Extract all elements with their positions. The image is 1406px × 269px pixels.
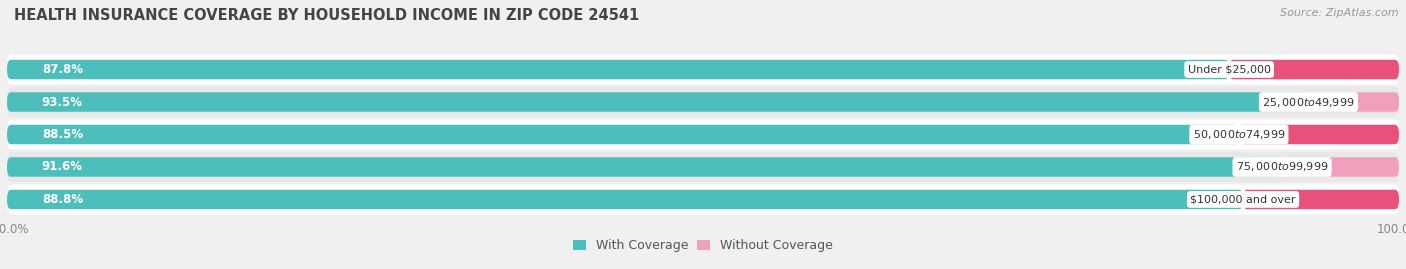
- Text: Under $25,000: Under $25,000: [1188, 65, 1271, 75]
- Text: HEALTH INSURANCE COVERAGE BY HOUSEHOLD INCOME IN ZIP CODE 24541: HEALTH INSURANCE COVERAGE BY HOUSEHOLD I…: [14, 8, 640, 23]
- FancyBboxPatch shape: [7, 125, 1239, 144]
- Text: $100,000 and over: $100,000 and over: [1191, 194, 1296, 204]
- FancyBboxPatch shape: [7, 119, 1399, 150]
- FancyBboxPatch shape: [7, 92, 1309, 112]
- FancyBboxPatch shape: [1229, 60, 1399, 79]
- Text: 87.8%: 87.8%: [42, 63, 83, 76]
- Text: 93.5%: 93.5%: [42, 95, 83, 108]
- FancyBboxPatch shape: [1239, 125, 1399, 144]
- FancyBboxPatch shape: [7, 152, 1399, 182]
- Text: $25,000 to $49,999: $25,000 to $49,999: [1263, 95, 1355, 108]
- FancyBboxPatch shape: [1243, 190, 1399, 209]
- Text: $50,000 to $74,999: $50,000 to $74,999: [1192, 128, 1285, 141]
- FancyBboxPatch shape: [7, 190, 1243, 209]
- FancyBboxPatch shape: [7, 60, 1229, 79]
- FancyBboxPatch shape: [7, 87, 1399, 117]
- FancyBboxPatch shape: [7, 185, 1399, 214]
- Text: 88.8%: 88.8%: [42, 193, 83, 206]
- FancyBboxPatch shape: [7, 55, 1399, 84]
- Text: Source: ZipAtlas.com: Source: ZipAtlas.com: [1281, 8, 1399, 18]
- FancyBboxPatch shape: [1282, 157, 1399, 177]
- Text: $75,000 to $99,999: $75,000 to $99,999: [1236, 161, 1329, 174]
- FancyBboxPatch shape: [1309, 92, 1399, 112]
- Text: 91.6%: 91.6%: [42, 161, 83, 174]
- FancyBboxPatch shape: [7, 157, 1282, 177]
- Text: 88.5%: 88.5%: [42, 128, 83, 141]
- Legend: With Coverage, Without Coverage: With Coverage, Without Coverage: [574, 239, 832, 252]
